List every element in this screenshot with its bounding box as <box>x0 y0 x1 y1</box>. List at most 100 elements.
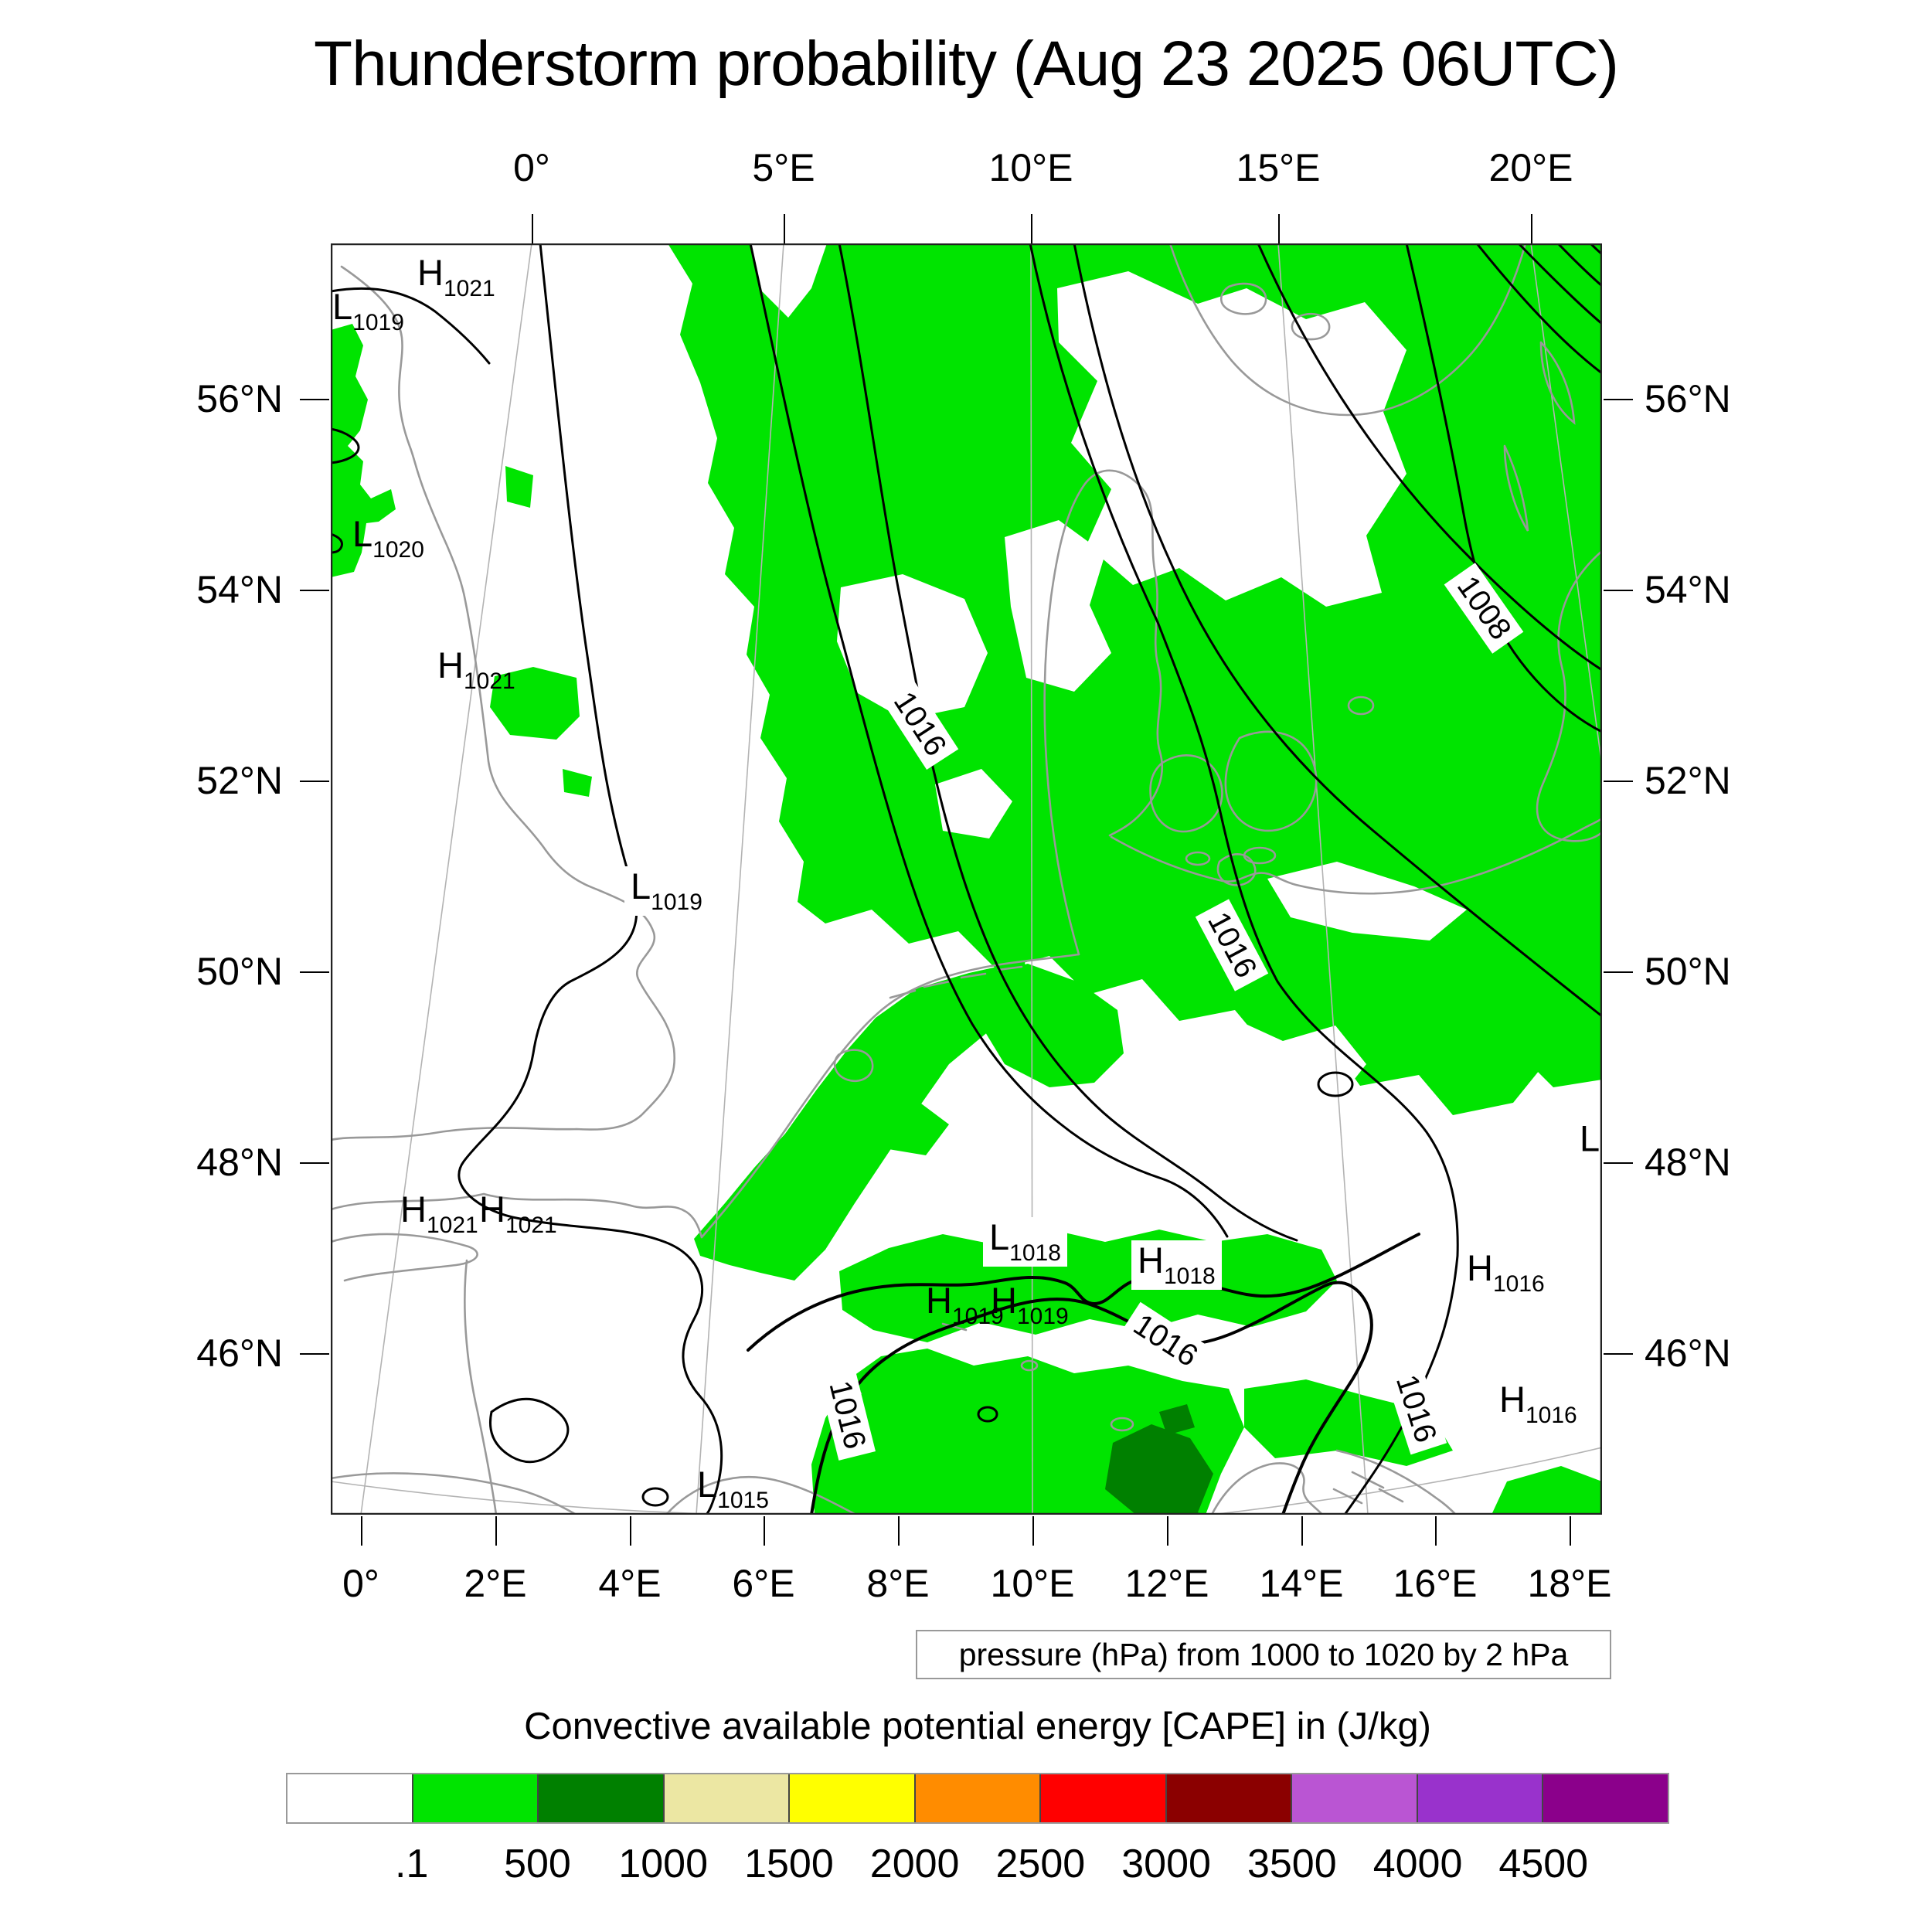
right-axis-label: 54°N <box>1645 568 1731 611</box>
top-axis-label: 10°E <box>988 146 1073 189</box>
top-axis-tick <box>532 214 533 243</box>
pressure-value: 1019 <box>651 889 702 915</box>
colorbar-tick-label: 2500 <box>995 1842 1086 1886</box>
pressure-center-h1016: H1016 <box>1467 1250 1545 1296</box>
pressure-letter: H <box>400 1189 427 1230</box>
left-axis-label: 54°N <box>196 568 283 611</box>
colorbar-cell-7 <box>1165 1774 1291 1822</box>
pressure-letter: H <box>1499 1379 1526 1420</box>
pressure-value: 1019 <box>352 310 404 335</box>
colorbar-tick-label: 4500 <box>1498 1842 1589 1886</box>
cape-mid-layer <box>1105 1404 1213 1515</box>
pressure-center-h1021: H1021 <box>437 647 515 693</box>
pressure-note-box: pressure (hPa) from 1000 to 1020 by 2 hP… <box>916 1630 1611 1679</box>
colorbar-tick-label: 1500 <box>744 1842 834 1886</box>
top-axis-label: 15°E <box>1236 146 1321 189</box>
pressure-note-text: pressure (hPa) from 1000 to 1020 by 2 hP… <box>958 1636 1569 1672</box>
bottom-axis-tick <box>1032 1516 1034 1546</box>
top-axis-tick <box>1278 214 1280 243</box>
colorbar-cell-8 <box>1291 1774 1417 1822</box>
bottom-axis-tick <box>361 1516 362 1546</box>
bottom-axis-tick <box>630 1516 631 1546</box>
pressure-center-l1019: L1019 <box>332 288 404 335</box>
pressure-value: 1020 <box>372 537 424 563</box>
pressure-center-l1018: L1018 <box>983 1217 1067 1267</box>
colorbar-title: Convective available potential energy [C… <box>524 1706 1431 1747</box>
right-axis-tick <box>1604 1353 1633 1355</box>
colorbar-cell-6 <box>1039 1774 1165 1822</box>
bottom-axis-label: 18°E <box>1527 1562 1612 1605</box>
pressure-letter: H <box>926 1280 952 1321</box>
pressure-center-h1021: H1021 <box>479 1191 557 1237</box>
colorbar-cell-10 <box>1542 1774 1668 1822</box>
pressure-letter: H <box>991 1280 1017 1321</box>
pressure-value: 1018 <box>1009 1240 1061 1266</box>
pressure-letter: L <box>1580 1117 1600 1159</box>
pressure-letter: L <box>631 866 651 906</box>
bottom-axis-tick <box>764 1516 765 1546</box>
colorbar-cell-5 <box>913 1774 1040 1822</box>
bottom-axis-label: 10°E <box>990 1562 1075 1605</box>
right-axis-tick <box>1604 971 1633 973</box>
colorbar-tick-label: 1000 <box>618 1842 709 1886</box>
pressure-value: 1021 <box>505 1213 557 1238</box>
cape-field-holes <box>750 243 1467 1111</box>
pressure-center-h1019: H1019 <box>991 1282 1069 1328</box>
pressure-letter: H <box>417 252 444 293</box>
top-axis-label: 20°E <box>1488 146 1573 189</box>
left-axis-tick <box>300 399 329 400</box>
pressure-value: 1021 <box>463 668 515 694</box>
pressure-letter: H <box>1467 1247 1493 1288</box>
top-axis-tick <box>784 214 785 243</box>
colorbar-tick-label: 2000 <box>869 1842 960 1886</box>
pressure-center-h1018: H1018 <box>1131 1240 1222 1290</box>
colorbar-cell-3 <box>662 1774 789 1822</box>
top-axis-tick <box>1531 214 1532 243</box>
right-axis-tick <box>1604 781 1633 782</box>
right-axis-label: 46°N <box>1645 1332 1731 1375</box>
left-axis-tick <box>300 1162 329 1164</box>
left-axis-label: 48°N <box>196 1141 283 1184</box>
bottom-axis-tick <box>1167 1516 1168 1546</box>
bottom-axis-tick <box>1570 1516 1571 1546</box>
colorbar-tick-label: 3500 <box>1247 1842 1337 1886</box>
colorbar-cell-2 <box>537 1774 663 1822</box>
bottom-axis-label: 14°E <box>1259 1562 1344 1605</box>
right-axis-tick <box>1604 399 1633 400</box>
right-axis-label: 56°N <box>1645 377 1731 420</box>
graticule <box>331 243 1602 1515</box>
top-axis-label: 5°E <box>752 146 815 189</box>
left-axis-tick <box>300 590 329 591</box>
pressure-center-l1020: L1020 <box>352 515 424 562</box>
pressure-value: 1016 <box>1525 1403 1577 1428</box>
pressure-letter: L <box>989 1216 1010 1257</box>
colorbar-cell-4 <box>788 1774 914 1822</box>
left-axis-label: 52°N <box>196 759 283 802</box>
bottom-axis-tick <box>898 1516 900 1546</box>
colorbar-cell-1 <box>411 1774 538 1822</box>
pressure-center-l1015: L1015 <box>697 1466 769 1512</box>
pressure-value: 1021 <box>443 276 495 301</box>
left-axis-label: 56°N <box>196 377 283 420</box>
bottom-axis-label: 12°E <box>1124 1562 1209 1605</box>
map-canvas <box>331 243 1602 1515</box>
pressure-value: 1015 <box>717 1488 769 1513</box>
colorbar <box>286 1773 1669 1824</box>
pressure-value: 1018 <box>1163 1264 1216 1289</box>
pressure-center-l1019: L1019 <box>624 866 709 916</box>
bottom-axis-label: 4°E <box>598 1562 662 1605</box>
bottom-axis-label: 8°E <box>866 1562 930 1605</box>
left-axis-tick <box>300 971 329 973</box>
pressure-letter: H <box>479 1189 505 1230</box>
right-axis-label: 50°N <box>1645 950 1731 993</box>
right-axis-tick <box>1604 1162 1633 1164</box>
pressure-letter: H <box>1138 1240 1164 1281</box>
pressure-letter: L <box>352 513 373 554</box>
top-axis-tick <box>1031 214 1032 243</box>
bottom-axis-tick <box>495 1516 497 1546</box>
pressure-center-h1019: H1019 <box>926 1282 1004 1328</box>
right-axis-label: 48°N <box>1645 1141 1731 1184</box>
left-axis-label: 46°N <box>196 1332 283 1375</box>
colorbar-cell-9 <box>1416 1774 1543 1822</box>
left-axis-tick <box>300 1353 329 1355</box>
